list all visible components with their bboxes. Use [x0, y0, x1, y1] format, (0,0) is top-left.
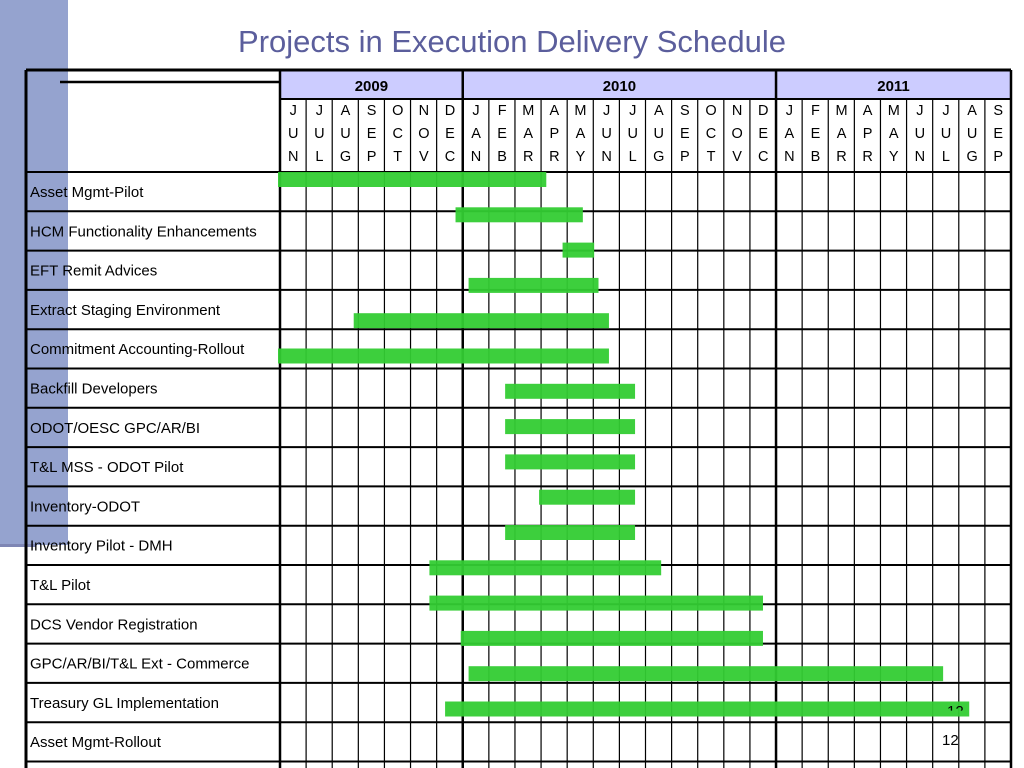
task-label: T&L MSS - ODOT Pilot [30, 459, 184, 476]
task-label: Commitment Accounting-Rollout [30, 341, 245, 358]
gantt-bar [539, 489, 636, 505]
task-label: T&L Pilot [30, 577, 91, 594]
gantt-bar [353, 313, 609, 329]
year-label: 2009 [355, 78, 388, 95]
gantt-bar [460, 630, 763, 646]
gantt-bar [429, 560, 662, 576]
gantt-bar [468, 666, 944, 682]
year-header-cell [776, 70, 1011, 99]
gantt-bar [278, 172, 547, 187]
task-label: HCM Functionality Enhancements [30, 223, 257, 240]
task-label: Treasury GL Implementation [30, 695, 219, 712]
task-label: Asset Mgmt-Pilot [30, 184, 144, 201]
task-label: Inventory-ODOT [30, 498, 140, 515]
gantt-bar [562, 242, 595, 258]
gantt-bar [455, 207, 583, 223]
task-label: GPC/AR/BI/T&L Ext - Commerce [30, 656, 250, 673]
gantt-bar [505, 525, 636, 540]
task-label: ODOT/OESC GPC/AR/BI [30, 420, 200, 437]
gantt-bar [429, 595, 763, 611]
slide-title: Projects in Execution Delivery Schedule [238, 24, 786, 59]
task-label: Backfill Developers [30, 381, 158, 398]
task-label: EFT Remit Advices [30, 263, 157, 280]
task-label: Inventory Pilot - DMH [30, 538, 173, 555]
task-label: DCS Vendor Registration [30, 616, 198, 633]
task-label: Asset Mgmt-Rollout [30, 734, 162, 751]
gantt-bar [468, 277, 599, 293]
year-header-cell [462, 70, 777, 99]
gantt-bar [278, 348, 609, 364]
year-label: 2011 [877, 78, 910, 95]
page-number-ghost: 12 [947, 703, 964, 711]
gantt-bar [445, 701, 970, 717]
task-label: Extract Staging Environment [30, 302, 221, 319]
gantt-bar [505, 419, 636, 435]
year-label: 2010 [603, 78, 636, 95]
year-header-cell [280, 70, 463, 99]
slide-accent-rule [0, 544, 36, 547]
gantt-bar [505, 383, 636, 399]
gantt-bar [505, 454, 636, 470]
slide-accent-band [0, 0, 68, 545]
page-number: 12 [942, 732, 959, 749]
